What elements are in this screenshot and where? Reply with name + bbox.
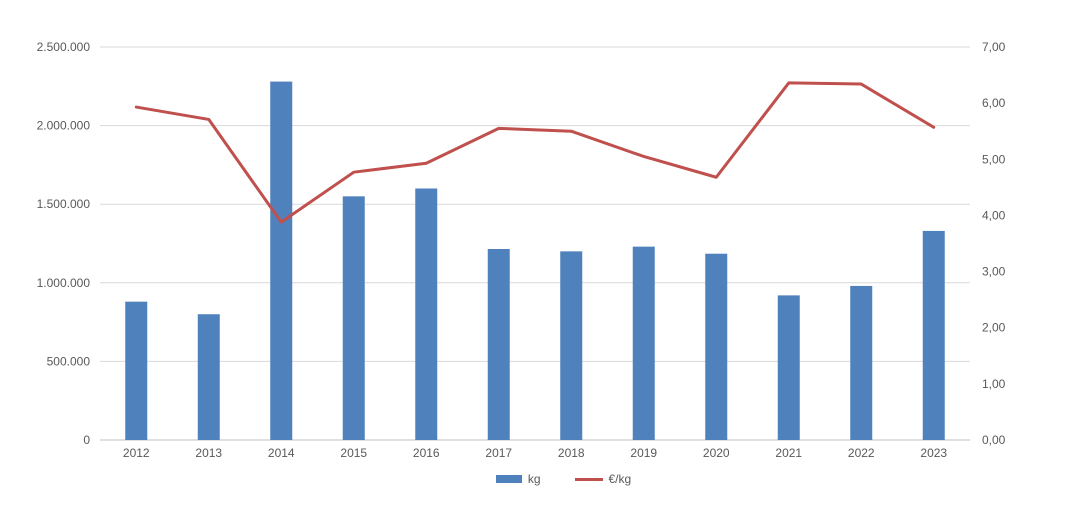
bar-2023: [922, 230, 945, 440]
x-tick-label-2013: 2013: [195, 446, 222, 460]
y-left-tick-label: 500.000: [47, 354, 91, 368]
x-tick-label-2020: 2020: [703, 446, 730, 460]
y-right-tick-label: 0,00: [982, 433, 1006, 447]
x-tick-label-2021: 2021: [775, 446, 802, 460]
x-tick-label-2015: 2015: [340, 446, 367, 460]
legend-item-kg: kg: [495, 472, 541, 486]
x-tick-label-2019: 2019: [630, 446, 657, 460]
legend-bar-swatch-icon: [495, 475, 522, 483]
legend: kg €/kg: [28, 472, 1071, 486]
bar-2022: [850, 285, 873, 440]
bar-2017: [487, 249, 510, 440]
y-right-tick-label: 4,00: [982, 208, 1006, 222]
y-right-tick-label: 2,00: [982, 321, 1006, 335]
y-left-tick-label: 1.000.000: [37, 276, 91, 290]
bar-2019: [632, 246, 655, 440]
bar-2014: [270, 81, 293, 441]
bar-2012: [125, 301, 148, 440]
bar-2020: [705, 253, 728, 440]
legend-line-swatch-icon: [574, 477, 603, 481]
legend-label-price: €/kg: [608, 472, 632, 486]
legend-item-price: €/kg: [574, 472, 632, 486]
bar-2021: [777, 295, 800, 440]
y-left-tick-label: 1.500.000: [37, 197, 91, 211]
legend-label-kg: kg: [527, 472, 541, 486]
y-right-tick-label: 5,00: [982, 152, 1006, 166]
bar-2016: [415, 188, 438, 440]
x-tick-label-2022: 2022: [848, 446, 875, 460]
y-left-tick-label: 0: [83, 433, 90, 447]
y-right-tick-label: 7,00: [982, 40, 1006, 54]
y-right-tick-label: 1,00: [982, 377, 1006, 391]
x-tick-label-2016: 2016: [413, 446, 440, 460]
y-left-tick-label: 2.500.000: [37, 40, 91, 54]
x-tick-label-2023: 2023: [920, 446, 947, 460]
y-left-tick-label: 2.000.000: [37, 119, 91, 133]
y-right-tick-label: 3,00: [982, 265, 1006, 279]
x-tick-label-2014: 2014: [268, 446, 295, 460]
bar-2015: [342, 196, 365, 440]
bar-2013: [197, 314, 220, 440]
x-tick-label-2018: 2018: [558, 446, 585, 460]
x-tick-label-2012: 2012: [123, 446, 150, 460]
price-line: [134, 81, 936, 224]
x-tick-label-2017: 2017: [485, 446, 512, 460]
bar-2018: [560, 251, 583, 440]
y-right-tick-label: 6,00: [982, 96, 1006, 110]
